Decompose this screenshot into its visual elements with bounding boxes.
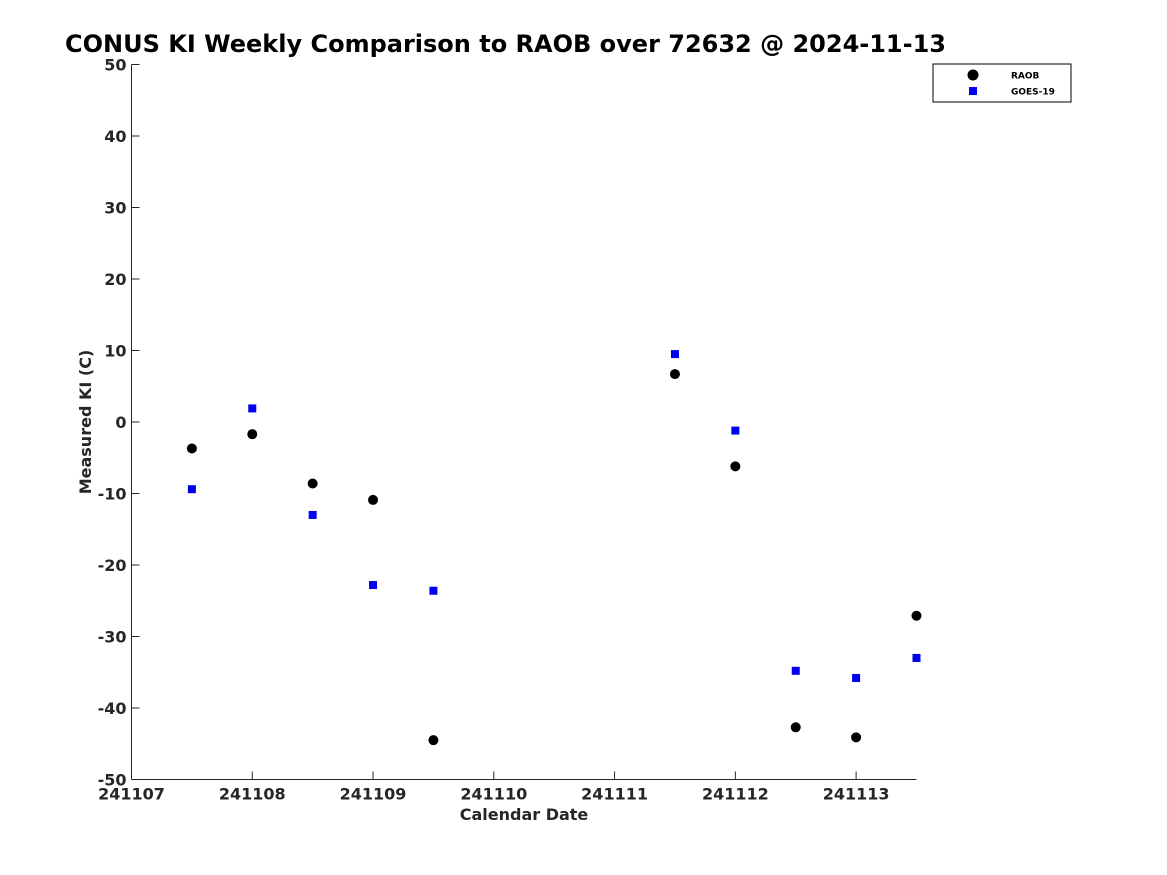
point-raob — [669, 369, 680, 380]
point-goes19 — [791, 666, 800, 675]
point-raob — [186, 443, 197, 454]
x-tick-label: 241112 — [702, 785, 769, 804]
data-points — [186, 350, 922, 746]
point-goes19 — [248, 404, 257, 413]
y-tick-label: -10 — [98, 485, 127, 504]
legend: RAOB GOES-19 — [932, 63, 1072, 103]
point-raob — [368, 494, 379, 505]
y-tick-label: 10 — [104, 342, 126, 361]
legend-box — [932, 63, 1072, 103]
point-goes19 — [670, 350, 679, 359]
point-goes19 — [429, 586, 438, 595]
point-goes19 — [731, 426, 740, 435]
x-axis-label: Calendar Date — [460, 805, 589, 824]
legend-label-goes19: GOES-19 — [1011, 88, 1055, 98]
y-tick-label: 0 — [115, 413, 126, 432]
x-tick-label: 241111 — [581, 785, 648, 804]
point-goes19 — [852, 673, 861, 682]
legend-marker-raob — [967, 69, 979, 81]
y-tick-label: -20 — [98, 556, 127, 575]
point-raob — [790, 722, 801, 733]
x-tick-label: 241110 — [460, 785, 527, 804]
legend-marker-goes19 — [969, 87, 977, 95]
y-tick-label: -40 — [98, 699, 127, 718]
y-axis: 50 40 30 20 10 0 -10 -20 -30 -40 -50 — [98, 56, 140, 790]
x-tick-label: 241107 — [98, 785, 165, 804]
x-tick-label: 241113 — [823, 785, 890, 804]
x-axis: 241107 241108 241109 241110 241111 241112 2411… — [98, 771, 917, 804]
point-raob — [307, 478, 318, 489]
legend-label-raob: RAOB — [1011, 72, 1040, 82]
y-axis-label: Measured KI (C) — [76, 350, 95, 495]
point-raob — [851, 732, 862, 743]
point-goes19 — [369, 581, 378, 590]
point-raob — [730, 461, 741, 472]
x-tick-label: 241108 — [219, 785, 286, 804]
y-tick-label: 40 — [104, 127, 126, 146]
point-goes19 — [187, 485, 196, 494]
y-tick-label: 50 — [104, 56, 126, 75]
y-tick-label: -50 — [98, 771, 127, 790]
chart-title: CONUS KI Weekly Comparison to RAOB over … — [65, 30, 946, 58]
point-goes19 — [912, 653, 921, 662]
point-raob — [247, 429, 258, 440]
y-tick-label: 20 — [104, 270, 126, 289]
x-tick-label: 241109 — [340, 785, 407, 804]
point-raob — [428, 735, 439, 746]
y-tick-label: -30 — [98, 628, 127, 647]
point-raob — [911, 610, 922, 621]
y-tick-label: 30 — [104, 199, 126, 218]
point-goes19 — [308, 510, 317, 519]
